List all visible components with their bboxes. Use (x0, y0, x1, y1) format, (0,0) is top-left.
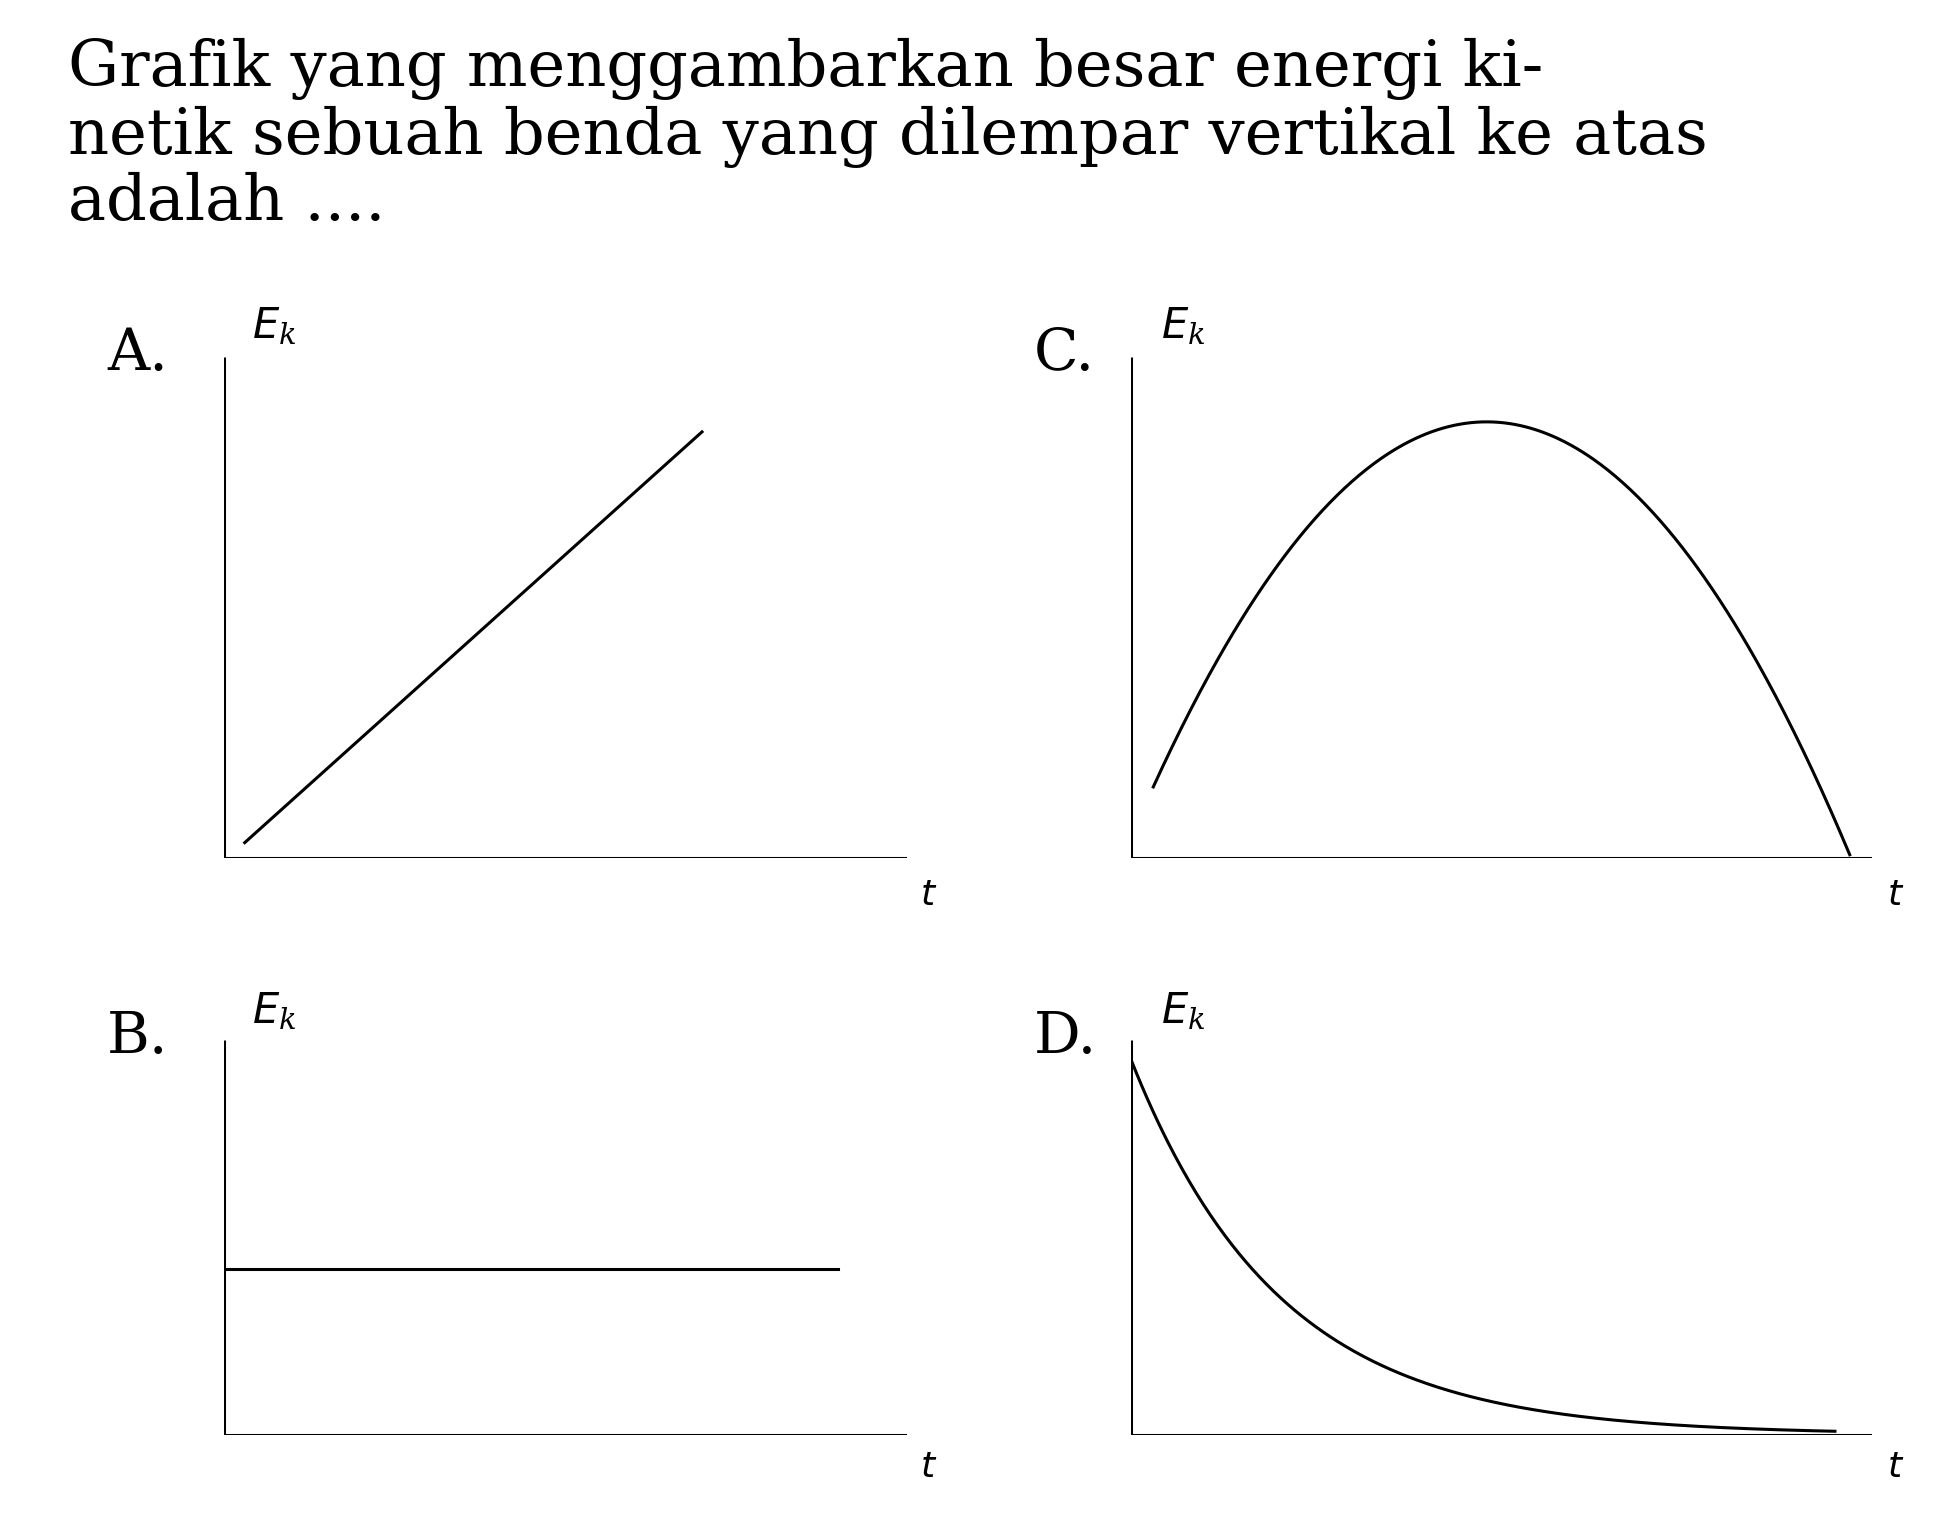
Text: $t$: $t$ (1888, 877, 1903, 912)
Text: D.: D. (1034, 1009, 1096, 1066)
Text: adalah ....: adalah .... (68, 172, 386, 232)
Text: $E_{\mathregular{k}}$: $E_{\mathregular{k}}$ (1160, 990, 1205, 1032)
Text: netik sebuah benda yang dilempar vertikal ke atas: netik sebuah benda yang dilempar vertika… (68, 106, 1708, 168)
Text: $E_{\mathregular{k}}$: $E_{\mathregular{k}}$ (252, 990, 296, 1032)
Text: $E_{\mathregular{k}}$: $E_{\mathregular{k}}$ (1160, 305, 1205, 346)
Text: C.: C. (1034, 326, 1094, 383)
Text: $t$: $t$ (920, 1450, 938, 1485)
Text: $t$: $t$ (920, 877, 938, 912)
Text: $E_{\mathregular{k}}$: $E_{\mathregular{k}}$ (252, 305, 296, 346)
Text: B.: B. (107, 1009, 170, 1066)
Text: $t$: $t$ (1888, 1450, 1903, 1485)
Text: Grafik yang menggambarkan besar energi ki-: Grafik yang menggambarkan besar energi k… (68, 38, 1544, 100)
Text: A.: A. (107, 326, 168, 383)
